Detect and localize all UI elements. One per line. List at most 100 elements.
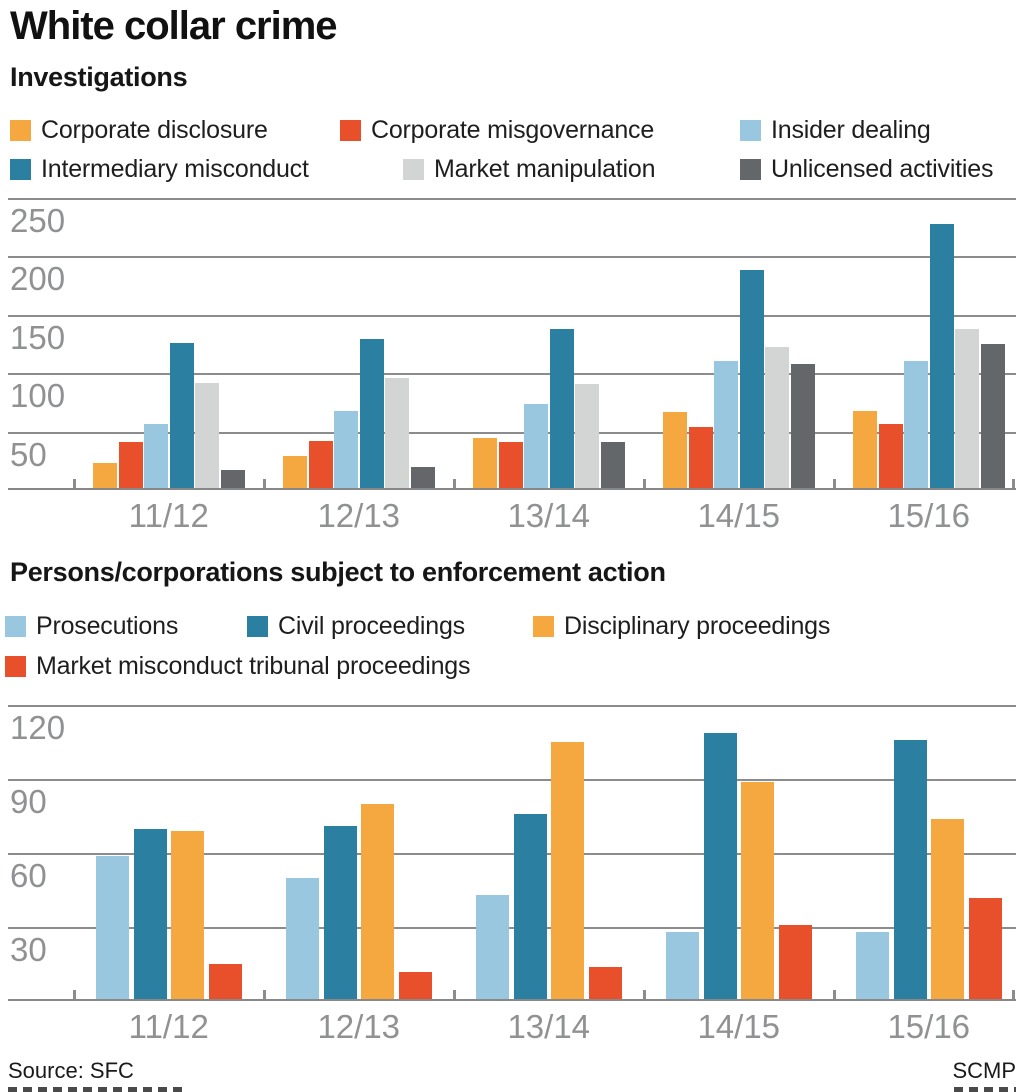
axis-tick (453, 990, 456, 999)
y-axis-label: 120 (10, 709, 66, 746)
bar-insider-dealing-13-14 (524, 403, 548, 488)
y-axis-label: 100 (10, 377, 66, 415)
bar-unlicensed-activities-13-14 (600, 442, 625, 488)
chart-1-title: Investigations (10, 62, 188, 92)
bar-market-manipulation-13-14 (575, 384, 599, 488)
source-credit: Source: SFC (8, 1058, 134, 1083)
bar-intermediary-misconduct-13-14 (549, 329, 574, 488)
axis-tick (833, 990, 836, 999)
gridline (8, 314, 1016, 317)
gridline (8, 373, 1016, 376)
cutoff-text-left (8, 1087, 186, 1092)
legend-item-market-manipulation: Market manipulation (403, 154, 656, 184)
chart-1-plot: 250 200 150 100 50 11/12 12/13 13/14 14/15 15/16 (8, 198, 1016, 532)
y-axis-label: 50 (10, 435, 47, 473)
legend-label: Market manipulation (434, 154, 656, 183)
axis-tick (453, 479, 456, 488)
bar-disciplinary-proceedings-12-13 (361, 804, 394, 999)
publisher-credit: SCMP (952, 1058, 1016, 1083)
bar-prosecutions-12-13 (286, 878, 319, 999)
bar-civil-proceedings-15-16 (893, 740, 927, 999)
gridline (8, 431, 1016, 434)
legend-swatch-civil-proceedings (247, 615, 268, 637)
legend-label: Civil proceedings (278, 611, 465, 640)
bar-intermediary-misconduct-12-13 (359, 338, 384, 488)
legend-swatch-unlicensed-activities (740, 158, 761, 180)
bar-corporate-misgovernance-12-13 (308, 441, 333, 488)
bar-disciplinary-proceedings-14-15 (741, 781, 774, 999)
bar-corporate-disclosure-11-12 (93, 463, 117, 488)
legend-item-prosecutions: Prosecutions (5, 611, 178, 641)
bar-corporate-disclosure-14-15 (663, 412, 687, 488)
legend-label: Insider dealing (771, 115, 931, 144)
bar-insider-dealing-12-13 (334, 410, 358, 488)
gridline (8, 853, 1016, 855)
legend-label: Market misconduct tribunal proceedings (36, 651, 471, 680)
gridline (8, 705, 1016, 707)
bar-disciplinary-proceedings-11-12 (171, 831, 204, 999)
legend-swatch-market-manipulation (403, 158, 424, 180)
legend-item-intermediary-misconduct: Intermediary misconduct (10, 154, 309, 184)
bar-corporate-misgovernance-15-16 (878, 423, 903, 488)
axis-tick (643, 990, 646, 999)
gridline (8, 256, 1016, 259)
bar-market-misconduct-tribunal-proceedings-15-16 (968, 897, 1002, 999)
legend-swatch-corporate-misgovernance (340, 119, 361, 141)
y-axis-label: 60 (10, 857, 47, 894)
legend-item-insider-dealing: Insider dealing (740, 115, 931, 145)
axis-tick (73, 479, 76, 488)
bar-market-misconduct-tribunal-proceedings-12-13 (398, 971, 432, 999)
y-axis-label: 30 (10, 931, 47, 968)
legend-label: Corporate disclosure (41, 115, 268, 144)
legend-item-corporate-misgovernance: Corporate misgovernance (340, 115, 654, 145)
bar-market-manipulation-11-12 (195, 382, 219, 488)
axis-tick (263, 990, 266, 999)
bar-market-misconduct-tribunal-proceedings-11-12 (208, 964, 242, 999)
bar-intermediary-misconduct-14-15 (739, 269, 764, 488)
bar-civil-proceedings-13-14 (513, 814, 547, 999)
bar-insider-dealing-11-12 (144, 423, 168, 488)
axis-tick (833, 479, 836, 488)
bar-market-manipulation-15-16 (955, 329, 979, 488)
legend-item-unlicensed-activities: Unlicensed activities (740, 154, 993, 184)
legend-item-corporate-disclosure: Corporate disclosure (10, 115, 268, 145)
bar-prosecutions-13-14 (476, 895, 509, 999)
bar-insider-dealing-15-16 (904, 360, 928, 488)
bar-unlicensed-activities-12-13 (410, 466, 435, 488)
bar-prosecutions-14-15 (666, 932, 699, 999)
bar-corporate-misgovernance-14-15 (688, 427, 713, 488)
x-axis-label: 13/14 (507, 1008, 591, 1045)
legend-label: Intermediary misconduct (41, 154, 309, 183)
bar-disciplinary-proceedings-15-16 (931, 818, 964, 999)
x-axis-label: 11/12 (128, 1008, 209, 1045)
axis-tick (1012, 479, 1015, 488)
y-axis-label: 200 (10, 260, 66, 298)
x-axis-label: 14/15 (697, 1008, 781, 1045)
chart-2-title: Persons/corporations subject to enforcem… (10, 557, 666, 587)
y-axis-label: 150 (10, 318, 66, 356)
axis-tick (1012, 990, 1015, 999)
legend-swatch-intermediary-misconduct (10, 158, 31, 180)
bar-corporate-misgovernance-11-12 (118, 442, 143, 488)
bar-insider-dealing-14-15 (714, 360, 738, 488)
bar-corporate-disclosure-15-16 (853, 410, 877, 488)
legend-swatch-prosecutions (5, 615, 26, 637)
x-axis-label: 11/12 (128, 497, 209, 534)
bar-disciplinary-proceedings-13-14 (551, 742, 584, 999)
legend-label: Prosecutions (36, 611, 179, 640)
gridline (8, 198, 1016, 200)
bar-intermediary-misconduct-11-12 (169, 343, 194, 488)
legend-label: Corporate misgovernance (371, 115, 655, 144)
y-axis-label: 250 (10, 202, 66, 239)
axis-tick (263, 479, 266, 488)
axis-tick (73, 990, 76, 999)
x-axis-label: 15/16 (887, 497, 971, 534)
bar-civil-proceedings-11-12 (133, 828, 167, 999)
gridline (8, 779, 1016, 781)
x-axis-baseline (8, 488, 1016, 490)
bar-corporate-misgovernance-13-14 (498, 442, 523, 488)
y-axis-label: 90 (10, 783, 47, 820)
bar-unlicensed-activities-11-12 (220, 470, 245, 488)
legend-item-market-misconduct-tribunal-proceedings: Market misconduct tribunal proceedings (5, 651, 470, 681)
